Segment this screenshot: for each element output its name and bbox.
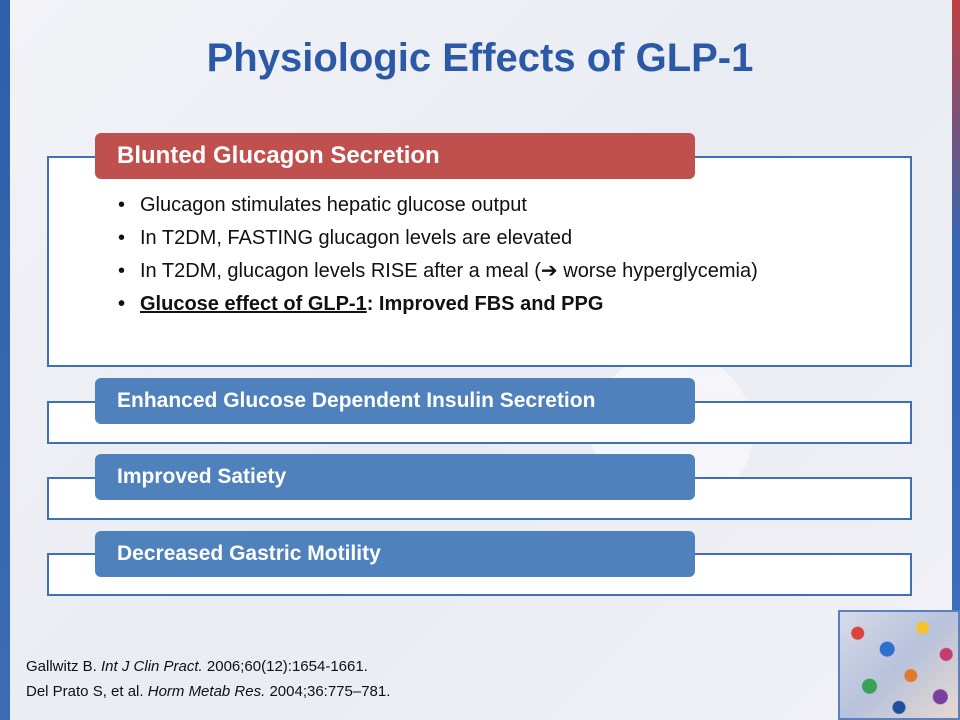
section-4-header: Decreased Gastric Motility [95,531,695,577]
bullet-item: In T2DM, FASTING glucagon levels are ele… [118,226,898,251]
section-1-bullets: Glucagon stimulates hepatic glucose outp… [118,193,898,325]
references: Gallwitz B. Int J Clin Pract. 2006;60(12… [26,654,390,704]
reference-item: Gallwitz B. Int J Clin Pract. 2006;60(12… [26,658,368,675]
section-1-label: Blunted Glucagon Secretion [117,142,440,169]
section-3-label: Improved Satiety [117,465,287,488]
section-2-label: Enhanced Glucose Dependent Insulin Secre… [117,389,596,412]
right-arrow-icon: ➔ [540,260,558,282]
reference-item: Del Prato S, et al. Horm Metab Res. 2004… [26,683,391,700]
slide-title: Physiologic Effects of GLP-1 [206,36,754,80]
right-accent-bar [952,0,960,610]
section-1-header: Blunted Glucagon Secretion [95,133,695,179]
section-2-header: Enhanced Glucose Dependent Insulin Secre… [95,378,695,424]
decorative-artwork [838,610,960,720]
bullet-item: Glucagon stimulates hepatic glucose outp… [118,193,898,218]
bullet-item: In T2DM, glucagon levels RISE after a me… [118,259,898,284]
section-4-label: Decreased Gastric Motility [117,542,381,565]
bullet-item-key-point: Glucose effect of GLP-1: Improved FBS an… [118,292,898,317]
left-accent-bar [0,0,10,720]
section-3-header: Improved Satiety [95,454,695,500]
